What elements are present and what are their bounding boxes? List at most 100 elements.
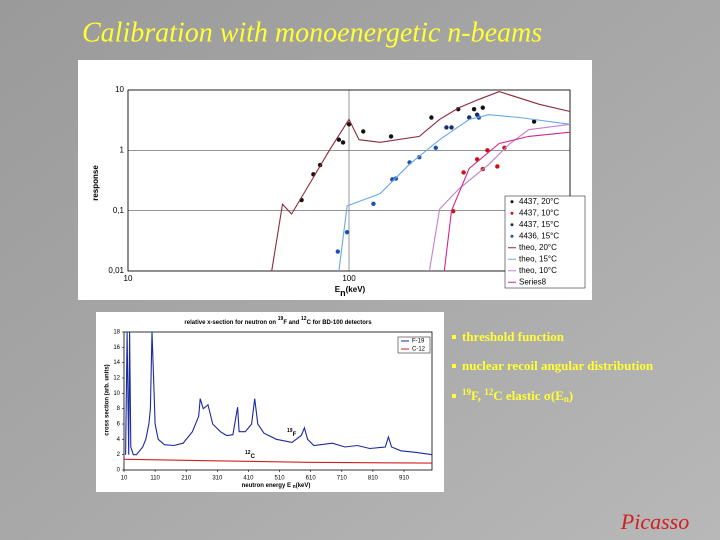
title-part: F and xyxy=(283,320,301,326)
legend-label: C-12 xyxy=(412,347,426,353)
bullet-text: (E xyxy=(551,388,564,403)
bullet-sup: 19 xyxy=(462,387,472,397)
bullet-sub: n xyxy=(564,394,569,404)
chart-panel xyxy=(96,312,444,492)
y-tick-label: 0 xyxy=(117,468,121,474)
legend-swatch xyxy=(510,223,514,227)
bullet-text: ) xyxy=(569,388,573,403)
annotation: 12C xyxy=(245,450,256,459)
bullet-text: σ xyxy=(544,388,551,403)
data-point xyxy=(336,137,342,142)
chart-title: relative x-section for neutron on 19F an… xyxy=(184,316,372,325)
x-axis-label: neutron energy E n(keV) xyxy=(242,483,311,491)
data-point xyxy=(480,105,485,110)
y-tick-label: 12 xyxy=(113,376,120,382)
y-tick-label: 10 xyxy=(115,85,124,94)
chart-response: response En(keV) 0,010,11101010010004437… xyxy=(78,60,592,300)
bullet-text: nuclear recoil angular distribution xyxy=(462,358,654,373)
legend-label: theo, 10°C xyxy=(519,266,557,275)
x-tick-label: 210 xyxy=(181,476,192,482)
plot-frame xyxy=(123,331,433,471)
x-label-sub: n xyxy=(293,484,296,490)
legend-label: 4437, 10°C xyxy=(519,208,559,217)
logo: Picasso xyxy=(620,509,689,534)
y-axis-label: response xyxy=(91,165,100,201)
data-point xyxy=(485,148,490,153)
annotation-part: F xyxy=(293,432,297,438)
series-line xyxy=(428,123,571,272)
y-tick-label: 4 xyxy=(117,437,121,443)
data-point xyxy=(361,129,366,134)
data-point xyxy=(471,107,477,112)
x-label-part: E xyxy=(335,285,341,294)
series-line xyxy=(271,91,571,272)
slide-title: Calibration with monoenergetic n-beams xyxy=(82,17,542,48)
y-tick-label: 0,01 xyxy=(108,266,124,275)
x-label-part: (keV) xyxy=(346,285,366,294)
data-point xyxy=(502,145,507,151)
y-axis-label: cross section (arb. units) xyxy=(105,364,111,435)
annotation-sup: 12 xyxy=(245,450,251,456)
legend-label: theo, 15°C xyxy=(519,254,557,263)
series-line xyxy=(443,131,571,272)
y-tick-label: 16 xyxy=(113,345,120,351)
x-tick-label: 10 xyxy=(121,476,128,482)
annotation: 19F xyxy=(287,428,297,437)
data-point xyxy=(335,249,341,254)
y-tick-label: 6 xyxy=(117,422,121,428)
data-point xyxy=(531,119,537,124)
y-tick-label: 14 xyxy=(113,360,120,366)
bullet-list: threshold function nuclear recoil angula… xyxy=(452,329,654,404)
x-tick-label: 410 xyxy=(243,476,254,482)
x-tick-label: 110 xyxy=(150,476,160,482)
y-tick-label: 10 xyxy=(113,391,120,397)
data-point xyxy=(449,125,454,130)
data-point xyxy=(461,170,466,175)
chart-cross-section: relative x-section for neutron on 19F an… xyxy=(96,312,444,492)
x-tick-label: 610 xyxy=(306,476,317,482)
series-line xyxy=(338,114,571,272)
y-tick-label: 1 xyxy=(120,145,125,154)
x-label-part: neutron energy E xyxy=(242,483,293,489)
legend-label: 4436, 15°C xyxy=(519,231,559,240)
legend-label: theo, 20°C xyxy=(519,243,557,252)
x-tick-label: 510 xyxy=(275,476,286,482)
legend-label: Series8 xyxy=(519,277,547,286)
bullet-text: F, xyxy=(471,388,484,403)
title-sup: 19 xyxy=(278,316,284,322)
x-tick-label: 810 xyxy=(368,476,379,482)
legend-label: 4437, 15°C xyxy=(519,220,559,229)
y-tick-label: 8 xyxy=(117,406,121,412)
data-point xyxy=(344,229,350,235)
bullet: nuclear recoil angular distribution xyxy=(462,358,654,373)
data-point xyxy=(433,145,438,151)
x-tick-label: 710 xyxy=(337,476,348,482)
annotation-part: C xyxy=(251,454,256,460)
x-tick-label: 910 xyxy=(399,476,410,482)
legend-swatch xyxy=(510,200,514,204)
data-point xyxy=(340,140,346,145)
data-point xyxy=(371,201,376,206)
plot-frame xyxy=(127,89,571,272)
legend-swatch xyxy=(510,234,514,238)
data-point xyxy=(346,122,352,127)
data-point xyxy=(444,125,449,130)
bullet-marker xyxy=(452,364,456,368)
title-sup: 12 xyxy=(301,316,307,322)
series-line xyxy=(125,331,433,456)
x-label-part: (keV) xyxy=(296,483,311,489)
bullet-marker xyxy=(452,394,456,398)
y-tick-label: 0,1 xyxy=(113,206,125,215)
legend-box xyxy=(504,195,586,289)
y-tick-label: 18 xyxy=(113,330,120,336)
legend-swatch xyxy=(510,211,514,215)
y-tick-label: 2 xyxy=(117,452,121,458)
title-part: relative x-section for neutron on xyxy=(184,320,277,326)
bullet-sup: 12 xyxy=(484,387,494,397)
bullet: 19F, 12C elastic σ(En) xyxy=(462,387,573,404)
bullet-marker xyxy=(452,335,456,339)
legend-label: F-19 xyxy=(412,339,425,345)
bullet: threshold function xyxy=(462,329,565,344)
x-axis-label: En(keV) xyxy=(335,285,366,298)
data-point xyxy=(388,134,394,139)
